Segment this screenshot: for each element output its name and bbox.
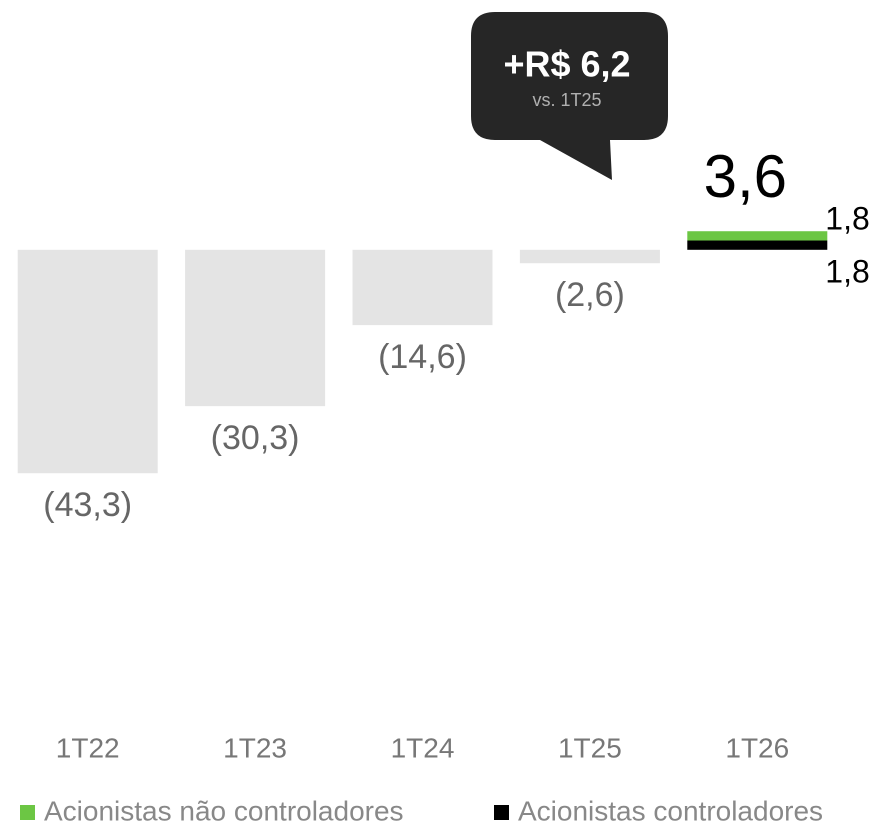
x-tick-label: 1T23: [223, 732, 287, 763]
bar: [519, 249, 660, 264]
x-tick-label: 1T26: [725, 732, 789, 763]
bar: [17, 249, 158, 474]
x-tick-label: 1T25: [558, 732, 622, 763]
value-label: (2,6): [555, 276, 625, 314]
legend-label: Acionistas não controladores: [44, 795, 404, 826]
stack-segment: [687, 231, 828, 241]
value-label: (43,3): [43, 486, 132, 524]
callout-text: +R$ 6,2: [503, 44, 630, 85]
callout: +R$ 6,2 vs. 1T25: [471, 12, 668, 180]
segment-label: 1,8: [825, 201, 869, 237]
callout-bubble: [471, 12, 668, 180]
stack-segment: [687, 240, 828, 250]
bar: [352, 249, 493, 326]
segment-label: 1,8: [825, 253, 869, 289]
legend-label: Acionistas controladores: [518, 795, 823, 826]
value-label: (14,6): [378, 338, 467, 376]
callout-subtext: vs. 1T25: [532, 90, 601, 110]
total-label: 3,6: [704, 143, 787, 210]
legend-swatch: [20, 805, 35, 820]
x-tick-label: 1T24: [391, 732, 455, 763]
legend-swatch: [494, 805, 509, 820]
x-tick-label: 1T22: [56, 732, 120, 763]
value-label: (30,3): [211, 419, 300, 457]
bar: [185, 249, 326, 407]
